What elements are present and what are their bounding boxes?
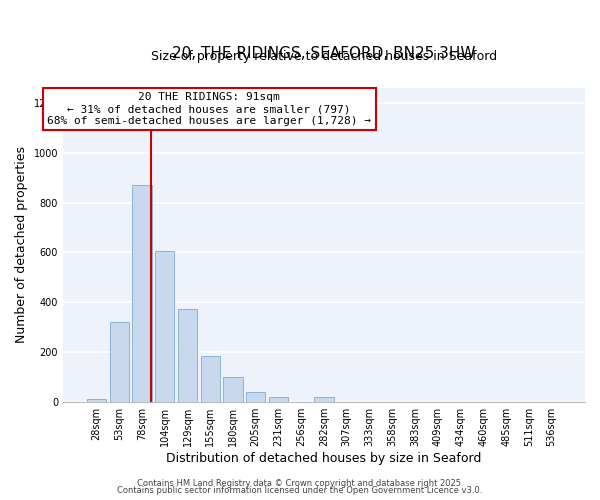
Bar bbox=[269, 396, 288, 402]
Text: Contains public sector information licensed under the Open Government Licence v3: Contains public sector information licen… bbox=[118, 486, 482, 495]
Bar bbox=[314, 397, 334, 402]
Text: 20 THE RIDINGS: 91sqm
← 31% of detached houses are smaller (797)
68% of semi-det: 20 THE RIDINGS: 91sqm ← 31% of detached … bbox=[47, 92, 371, 126]
Bar bbox=[155, 251, 175, 402]
Bar bbox=[178, 308, 197, 402]
Bar bbox=[110, 322, 129, 402]
Y-axis label: Number of detached properties: Number of detached properties bbox=[15, 146, 28, 344]
Bar bbox=[87, 399, 106, 402]
Bar bbox=[223, 377, 242, 402]
Title: Size of property relative to detached houses in Seaford: Size of property relative to detached ho… bbox=[151, 50, 497, 63]
Text: Contains HM Land Registry data © Crown copyright and database right 2025.: Contains HM Land Registry data © Crown c… bbox=[137, 478, 463, 488]
Bar bbox=[132, 185, 152, 402]
Text: 20, THE RIDINGS, SEAFORD, BN25 3HW: 20, THE RIDINGS, SEAFORD, BN25 3HW bbox=[172, 46, 476, 61]
Bar bbox=[200, 356, 220, 402]
X-axis label: Distribution of detached houses by size in Seaford: Distribution of detached houses by size … bbox=[166, 452, 482, 465]
Bar bbox=[246, 392, 265, 402]
